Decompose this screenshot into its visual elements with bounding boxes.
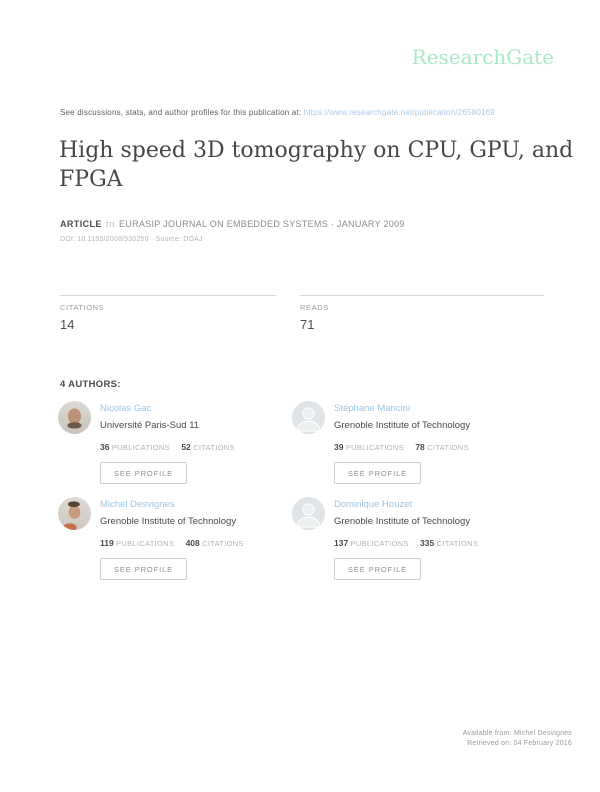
author-name-link[interactable]: Michel Desvignes xyxy=(100,499,175,510)
publications-count: 39 xyxy=(334,442,344,452)
author-stats: 137 PUBLICATIONS 335 CITATIONS xyxy=(334,538,478,548)
author-info: Michel Desvignes Grenoble Institute of T… xyxy=(100,497,244,593)
retrieved-on-line: Retrieved on: 04 February 2016 xyxy=(467,740,572,747)
citations-label: CITATIONS xyxy=(427,443,469,452)
publication-venue: EURASIP JOURNAL ON EMBEDDED SYSTEMS · JA… xyxy=(118,219,405,229)
author-affiliation: Grenoble Institute of Technology xyxy=(100,516,237,527)
author-affiliation: Grenoble Institute of Technology xyxy=(334,420,471,431)
author-affiliation: Université Paris-Sud 11 xyxy=(100,420,200,431)
author-avatar-photo[interactable] xyxy=(58,497,91,530)
authors-grid: Nicolas Gac Université Paris-Sud 11 36 P… xyxy=(58,401,542,593)
reads-value: 71 xyxy=(300,317,315,332)
publication-type-connector: in xyxy=(105,219,115,230)
author-stats: 36 PUBLICATIONS 52 CITATIONS xyxy=(100,442,235,452)
publication-title: High speed 3D tomography on CPU, GPU, an… xyxy=(59,136,573,194)
title-line-1: High speed 3D tomography on CPU, GPU, an… xyxy=(59,138,574,163)
metrics-bar: CITATIONS 14 READS 71 xyxy=(60,295,544,332)
publications-label: PUBLICATIONS xyxy=(345,443,404,452)
citations-count: 78 xyxy=(415,442,425,452)
author-card-michel-desvignes: Michel Desvignes Grenoble Institute of T… xyxy=(58,497,292,593)
author-name-link[interactable]: Nicolas Gac xyxy=(100,403,152,414)
author-card-dominique-houzet: Dominique Houzet Grenoble Institute of T… xyxy=(292,497,542,593)
see-profile-button[interactable]: SEE PROFILE xyxy=(334,558,422,580)
author-affiliation: Grenoble Institute of Technology xyxy=(334,516,471,527)
see-profile-button[interactable]: SEE PROFILE xyxy=(100,558,188,580)
citations-count: 52 xyxy=(181,442,191,452)
citations-label: CITATIONS xyxy=(60,303,105,312)
publication-link[interactable]: https://www.researchgate.net/publication… xyxy=(303,108,495,117)
publication-doi: DOI: 10.1155/2008/930250 · Source: DOAJ xyxy=(60,236,203,243)
publications-label: PUBLICATIONS xyxy=(116,539,175,548)
title-line-2: FPGA xyxy=(59,167,123,192)
author-stats: 119 PUBLICATIONS 408 CITATIONS xyxy=(100,538,244,548)
author-info: Nicolas Gac Université Paris-Sud 11 36 P… xyxy=(100,401,235,497)
publication-type-label: ARTICLE xyxy=(60,219,102,229)
reads-label: READS xyxy=(300,303,329,312)
discussion-prefix: See discussions, stats, and author profi… xyxy=(60,108,304,117)
author-name-link[interactable]: Dominique Houzet xyxy=(334,499,413,510)
discussion-line: See discussions, stats, and author profi… xyxy=(60,108,495,117)
citations-metric: CITATIONS 14 xyxy=(60,295,276,332)
author-avatar-placeholder[interactable] xyxy=(292,497,325,530)
publication-meta: ARTICLE in EURASIP JOURNAL ON EMBEDDED SYS… xyxy=(60,219,405,230)
author-avatar-photo[interactable] xyxy=(58,401,91,434)
retrieval-footer: Available from: Michel Desvignes Retriev… xyxy=(463,729,572,749)
researchgate-logo[interactable]: ResearchGate xyxy=(411,45,554,69)
citations-label: CITATIONS xyxy=(193,443,235,452)
author-card-nicolas-gac: Nicolas Gac Université Paris-Sud 11 36 P… xyxy=(58,401,292,497)
see-profile-button[interactable]: SEE PROFILE xyxy=(334,462,422,484)
available-from-line: Available from: Michel Desvignes xyxy=(462,730,572,737)
author-stats: 39 PUBLICATIONS 78 CITATIONS xyxy=(334,442,470,452)
citations-count: 408 xyxy=(185,538,200,548)
publications-label: PUBLICATIONS xyxy=(111,443,170,452)
citations-count: 335 xyxy=(420,538,435,548)
reads-metric: READS 71 xyxy=(300,295,544,332)
person-silhouette-icon xyxy=(292,497,325,530)
publications-count: 119 xyxy=(100,538,114,548)
author-avatar-placeholder[interactable] xyxy=(292,401,325,434)
see-profile-button[interactable]: SEE PROFILE xyxy=(100,462,188,484)
publications-label: PUBLICATIONS xyxy=(350,539,409,548)
author-info: Dominique Houzet Grenoble Institute of T… xyxy=(334,497,478,593)
citations-label: CITATIONS xyxy=(202,539,244,548)
publications-count: 137 xyxy=(334,538,349,548)
person-silhouette-icon xyxy=(292,401,325,434)
author-card-stephane-mancini: Stéphane Mancini Grenoble Institute of T… xyxy=(292,401,542,497)
author-name-link[interactable]: Stéphane Mancini xyxy=(334,403,411,414)
author-info: Stéphane Mancini Grenoble Institute of T… xyxy=(334,401,470,497)
citations-value: 14 xyxy=(60,317,75,332)
citations-label: CITATIONS xyxy=(436,539,479,548)
authors-heading: 4 AUTHORS: xyxy=(60,379,121,390)
publications-count: 36 xyxy=(100,442,110,452)
